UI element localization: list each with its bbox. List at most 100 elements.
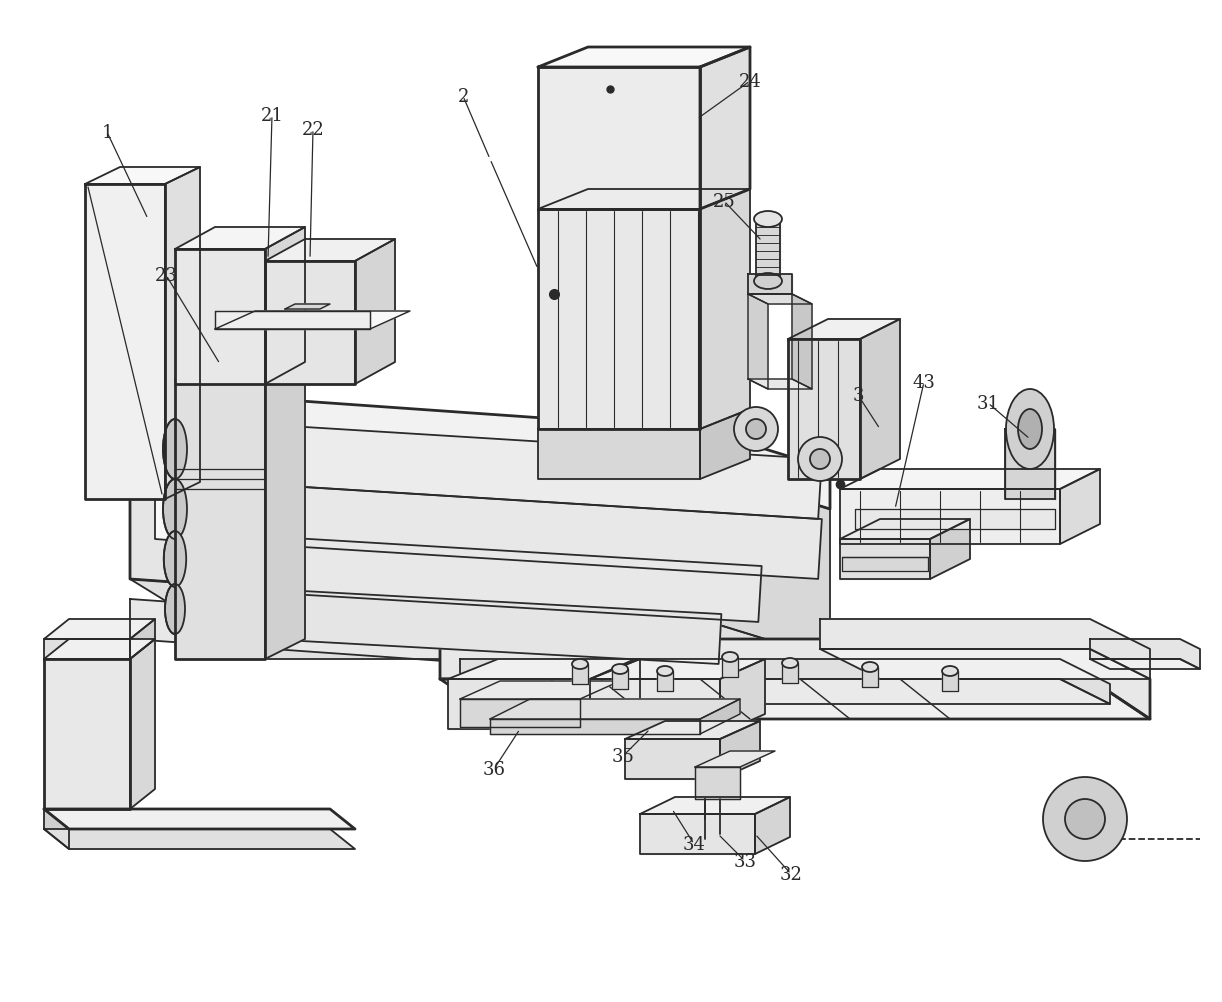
Polygon shape — [174, 531, 761, 622]
Polygon shape — [748, 275, 792, 295]
Text: 32: 32 — [780, 865, 803, 883]
Polygon shape — [657, 671, 673, 691]
Polygon shape — [44, 659, 130, 810]
Polygon shape — [942, 671, 958, 691]
Ellipse shape — [734, 408, 778, 452]
Polygon shape — [640, 798, 789, 815]
Polygon shape — [265, 262, 356, 385]
Text: 35: 35 — [611, 747, 634, 766]
Text: 33: 33 — [733, 852, 756, 870]
Polygon shape — [748, 295, 767, 390]
Text: 21: 21 — [260, 107, 284, 125]
Ellipse shape — [798, 438, 842, 482]
Polygon shape — [44, 639, 130, 659]
Polygon shape — [538, 430, 700, 480]
Polygon shape — [862, 667, 877, 687]
Ellipse shape — [722, 652, 738, 662]
Ellipse shape — [782, 658, 798, 668]
Ellipse shape — [164, 531, 186, 587]
Polygon shape — [640, 815, 755, 854]
Ellipse shape — [754, 274, 782, 290]
Polygon shape — [700, 48, 750, 209]
Polygon shape — [538, 209, 700, 430]
Text: 3: 3 — [852, 387, 864, 405]
Polygon shape — [860, 320, 899, 480]
Polygon shape — [590, 659, 640, 729]
Text: 1: 1 — [101, 124, 112, 142]
Polygon shape — [695, 768, 741, 800]
Polygon shape — [130, 599, 830, 679]
Polygon shape — [130, 619, 155, 659]
Polygon shape — [459, 679, 1110, 704]
Polygon shape — [538, 68, 700, 209]
Polygon shape — [748, 380, 811, 390]
Polygon shape — [86, 167, 200, 184]
Text: 25: 25 — [712, 192, 736, 210]
Polygon shape — [700, 410, 750, 480]
Polygon shape — [1090, 639, 1200, 669]
Polygon shape — [1004, 430, 1055, 500]
Polygon shape — [44, 639, 155, 659]
Ellipse shape — [1006, 390, 1055, 470]
Polygon shape — [840, 519, 970, 539]
Ellipse shape — [1018, 410, 1042, 450]
Polygon shape — [490, 719, 700, 734]
Polygon shape — [788, 340, 860, 480]
Ellipse shape — [165, 584, 185, 634]
Ellipse shape — [1044, 778, 1127, 861]
Polygon shape — [720, 659, 765, 734]
Polygon shape — [538, 189, 750, 209]
Text: 23: 23 — [154, 267, 177, 285]
Ellipse shape — [942, 666, 958, 676]
Text: 34: 34 — [683, 835, 705, 853]
Polygon shape — [755, 798, 789, 854]
Polygon shape — [590, 679, 720, 734]
Text: 36: 36 — [483, 761, 506, 779]
Polygon shape — [840, 470, 1100, 490]
Polygon shape — [459, 699, 580, 727]
Polygon shape — [788, 320, 899, 340]
Text: 22: 22 — [302, 121, 324, 139]
Ellipse shape — [1066, 800, 1105, 839]
Ellipse shape — [754, 211, 782, 227]
Polygon shape — [440, 679, 1150, 719]
Polygon shape — [448, 659, 640, 679]
Polygon shape — [624, 739, 720, 780]
Polygon shape — [459, 681, 620, 699]
Polygon shape — [44, 619, 155, 639]
Polygon shape — [130, 390, 830, 509]
Polygon shape — [215, 312, 411, 330]
Polygon shape — [448, 679, 590, 729]
Polygon shape — [86, 184, 165, 500]
Polygon shape — [700, 470, 830, 659]
Polygon shape — [130, 579, 830, 659]
Polygon shape — [44, 810, 68, 849]
Polygon shape — [356, 239, 395, 385]
Text: 43: 43 — [913, 374, 935, 392]
Text: 31: 31 — [976, 395, 1000, 413]
Polygon shape — [155, 435, 679, 579]
Polygon shape — [44, 830, 356, 849]
Polygon shape — [855, 509, 1055, 529]
Ellipse shape — [572, 659, 588, 669]
Polygon shape — [722, 657, 738, 677]
Polygon shape — [130, 430, 700, 619]
Polygon shape — [695, 752, 775, 768]
Polygon shape — [175, 380, 265, 659]
Polygon shape — [440, 639, 1150, 719]
Polygon shape — [756, 221, 780, 280]
Polygon shape — [174, 480, 822, 579]
Polygon shape — [490, 699, 741, 719]
Polygon shape — [748, 295, 811, 305]
Polygon shape — [572, 664, 588, 684]
Polygon shape — [174, 584, 721, 664]
Polygon shape — [820, 649, 1150, 679]
Polygon shape — [700, 699, 741, 734]
Polygon shape — [1090, 659, 1200, 669]
Polygon shape — [215, 312, 370, 330]
Polygon shape — [840, 490, 1059, 544]
Polygon shape — [720, 721, 760, 780]
Text: 24: 24 — [738, 73, 761, 91]
Polygon shape — [174, 420, 822, 519]
Ellipse shape — [862, 662, 877, 672]
